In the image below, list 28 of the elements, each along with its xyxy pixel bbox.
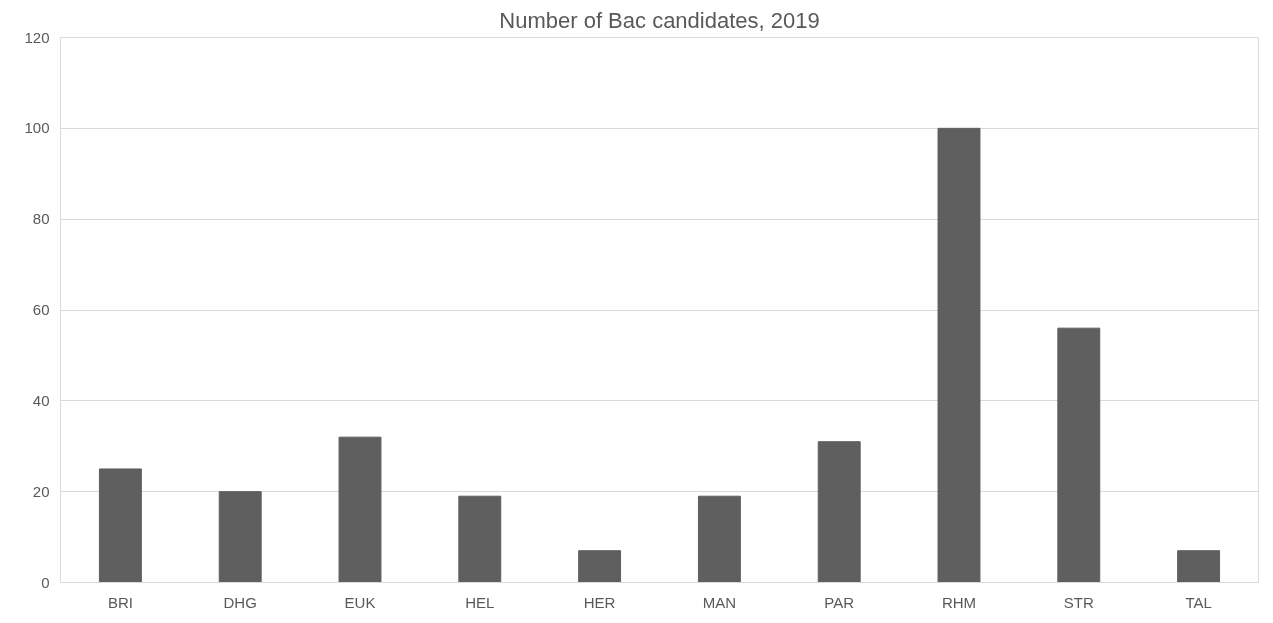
- y-tick-label: 60: [32, 301, 50, 318]
- bar: [218, 491, 262, 583]
- y-tick-label: 100: [24, 119, 50, 137]
- y-tick-label: 80: [32, 210, 50, 228]
- x-tick-label: MAN: [702, 593, 737, 611]
- bar: [937, 127, 981, 583]
- x-tick-label: HER: [583, 593, 616, 611]
- y-tick-label: 120: [24, 28, 50, 46]
- bar: [338, 436, 382, 583]
- bar: [817, 441, 861, 583]
- bar: [697, 495, 741, 583]
- bar: [98, 468, 142, 583]
- bar: [458, 495, 502, 583]
- chart-title: Number of Bac candidates, 2019: [499, 7, 820, 33]
- x-tick-label: DHG: [223, 593, 257, 611]
- bar: [578, 550, 622, 583]
- x-tick-label: STR: [1063, 593, 1094, 611]
- x-tick-label: BRI: [107, 593, 133, 611]
- x-tick-label: TAL: [1185, 593, 1212, 611]
- y-tick-label: 0: [41, 573, 50, 591]
- y-tick-label: 20: [32, 482, 50, 500]
- bar: [1057, 327, 1101, 583]
- y-tick-label: 40: [32, 391, 50, 409]
- x-tick-label: EUK: [344, 593, 376, 611]
- x-tick-label: RHM: [941, 593, 977, 611]
- x-tick-label: PAR: [824, 593, 855, 611]
- x-tick-label: HEL: [465, 593, 495, 611]
- bar: [1177, 550, 1221, 583]
